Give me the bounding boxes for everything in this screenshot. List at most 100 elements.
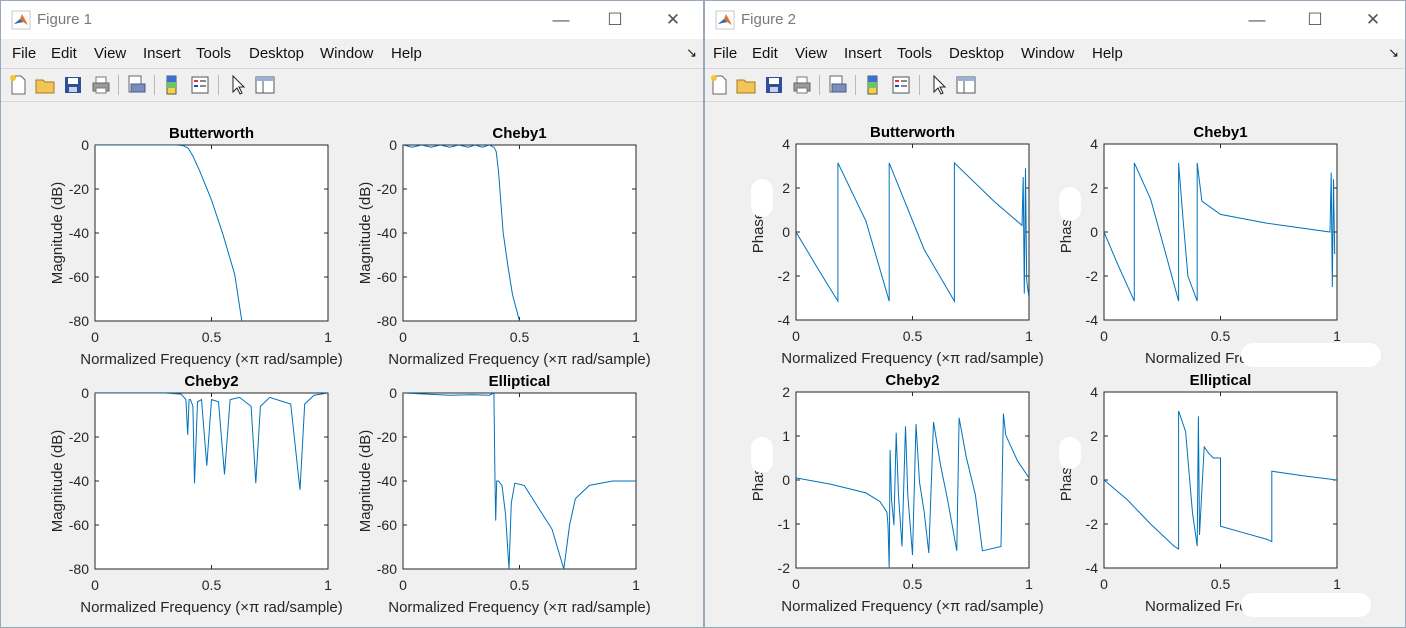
menu-bar: File Edit View Insert Tools Desktop Wind…: [1, 41, 703, 67]
data-series-line: [796, 161, 1029, 303]
data-series-line: [1104, 162, 1336, 302]
title-bar[interactable]: Figure 1 — ☐ ✕: [1, 1, 703, 39]
minimize-button[interactable]: —: [552, 10, 570, 29]
y-axis-label: Magnitude (dB): [357, 182, 374, 285]
new-figure-icon[interactable]: [708, 74, 730, 96]
axes-elliptical-magnitude[interactable]: 0 0.5 1 0 -20 -40 -60 -80 Elliptical Normalized F…: [357, 373, 651, 616]
figure-canvas: 0 0.5 1 0 -20 -40 -60 -80 Butterworth Normalized …: [1, 102, 703, 627]
maximize-button[interactable]: ☐: [1307, 10, 1323, 29]
colorbar-icon[interactable]: [161, 74, 183, 96]
axes-butterworth-phase[interactable]: 0 0.5 1 4 2 0 -2 -4 Butterworth Normalized Freque…: [750, 124, 1044, 367]
redaction-mark: [1241, 593, 1371, 617]
close-button[interactable]: ✕: [1365, 10, 1381, 29]
legend-icon[interactable]: [890, 74, 912, 96]
plot-area: [1103, 143, 1338, 321]
y-tick-label: 0: [389, 137, 397, 153]
print-icon[interactable]: [90, 74, 112, 96]
legend-icon[interactable]: [189, 74, 211, 96]
y-axis-label: Magnitude (dB): [357, 430, 374, 533]
print-preview-icon[interactable]: [826, 74, 848, 96]
data-series-line: [95, 145, 243, 321]
x-axis-label: Normalized Frequency (×π rad/sample): [388, 351, 651, 368]
data-series-line: [403, 145, 520, 321]
y-tick-label: 4: [1090, 384, 1098, 400]
plot-area: [94, 392, 329, 570]
property-editor-icon[interactable]: [254, 74, 276, 96]
print-icon[interactable]: [791, 74, 813, 96]
x-tick-label: 1: [1333, 576, 1341, 592]
menu-help[interactable]: Help: [391, 45, 422, 62]
axes-cheby2-magnitude[interactable]: 0 0.5 1 0 -20 -40 -60 -80 Cheby2 Normalized Frequ…: [49, 373, 343, 616]
y-tick-label: -20: [377, 181, 397, 197]
property-editor-icon[interactable]: [955, 74, 977, 96]
axes-title: Elliptical: [489, 373, 551, 390]
open-file-icon[interactable]: [735, 74, 757, 96]
menu-edit[interactable]: Edit: [752, 45, 778, 62]
y-tick-label: -2: [1086, 268, 1099, 284]
redaction-mark: [1059, 187, 1081, 221]
redaction-mark: [1059, 437, 1081, 469]
menu-desktop[interactable]: Desktop: [949, 45, 1005, 62]
close-button[interactable]: ✕: [665, 10, 681, 29]
menu-window[interactable]: Window: [320, 45, 374, 62]
menu-desktop[interactable]: Desktop: [249, 45, 305, 62]
y-tick-label: -40: [377, 225, 397, 241]
x-tick-label: 1: [1025, 576, 1033, 592]
new-figure-icon[interactable]: [7, 74, 29, 96]
pointer-icon[interactable]: [227, 74, 249, 96]
y-tick-label: 0: [81, 137, 89, 153]
axes-title: Cheby2: [885, 372, 939, 389]
menu-tools[interactable]: Tools: [196, 45, 232, 62]
colorbar-icon[interactable]: [862, 74, 884, 96]
y-tick-label: -80: [377, 561, 397, 577]
axes-butterworth-magnitude[interactable]: 0 0.5 1 0 -20 -40 -60 -80 Butterworth Normalized …: [49, 125, 343, 368]
x-tick-label: 1: [632, 577, 640, 593]
y-axis-label: Phase: [750, 211, 767, 254]
open-file-icon[interactable]: [34, 74, 56, 96]
y-tick-label: -4: [1086, 560, 1099, 576]
menu-tools[interactable]: Tools: [897, 45, 933, 62]
y-axis-label: Phase: [1058, 459, 1075, 502]
menu-window[interactable]: Window: [1021, 45, 1075, 62]
print-preview-icon[interactable]: [125, 74, 147, 96]
toolbar-separator: [118, 75, 119, 95]
axes-title: Cheby2: [184, 373, 238, 390]
axes-title: Cheby1: [1193, 124, 1247, 141]
x-tick-label: 0.5: [202, 577, 222, 593]
menu-insert[interactable]: Insert: [844, 45, 882, 62]
x-tick-label: 0.5: [1211, 576, 1231, 592]
menu-file[interactable]: File: [713, 45, 738, 62]
title-bar[interactable]: Figure 2 — ☐ ✕: [705, 1, 1405, 39]
maximize-button[interactable]: ☐: [607, 10, 623, 29]
save-icon[interactable]: [763, 74, 785, 96]
minimize-button[interactable]: —: [1248, 10, 1266, 29]
pointer-icon[interactable]: [928, 74, 950, 96]
dock-arrow-icon[interactable]: ↘: [686, 45, 697, 60]
x-tick-label: 0: [1100, 576, 1108, 592]
x-tick-label: 0.5: [202, 329, 222, 345]
data-series-line: [95, 393, 328, 490]
axes-cheby2-phase[interactable]: 0 0.5 1 2 1 0 -1 -2 Cheby2 Normalized Frequency (…: [750, 372, 1044, 615]
figure-2-window: Figure 2 — ☐ ✕ File Edit View Insert Too…: [704, 0, 1406, 628]
x-tick-label: 0: [792, 328, 800, 344]
dock-arrow-icon[interactable]: ↘: [1388, 45, 1399, 60]
menu-view[interactable]: View: [795, 45, 828, 62]
data-series-line: [796, 413, 1029, 568]
menu-help[interactable]: Help: [1092, 45, 1123, 62]
y-axis-label: Magnitude (dB): [49, 182, 66, 285]
y-tick-label: 4: [1090, 136, 1098, 152]
data-series-line: [403, 393, 636, 569]
menu-file[interactable]: File: [12, 45, 37, 62]
y-tick-label: 2: [1090, 180, 1098, 196]
toolbar-separator: [855, 75, 856, 95]
y-tick-label: 2: [782, 180, 790, 196]
menu-edit[interactable]: Edit: [51, 45, 77, 62]
menu-insert[interactable]: Insert: [143, 45, 181, 62]
x-tick-label: 1: [632, 329, 640, 345]
axes-cheby1-magnitude[interactable]: 0 0.5 1 0 -20 -40 -60 -80 Cheby1 Normalized Frequ…: [357, 125, 651, 368]
y-tick-label: -4: [778, 312, 791, 328]
save-icon[interactable]: [62, 74, 84, 96]
menu-view[interactable]: View: [94, 45, 127, 62]
